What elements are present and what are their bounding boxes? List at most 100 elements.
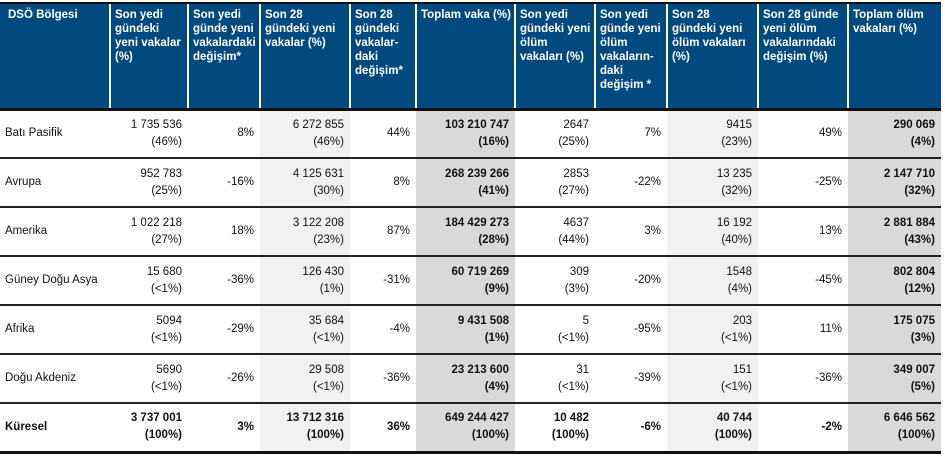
table-cell: 103 210 747 (16%)	[416, 109, 515, 159]
cell-value: 649 244 427	[445, 412, 509, 425]
table-cell: -16%	[188, 158, 260, 208]
table-cell: 29 508 (<1%)	[260, 354, 350, 404]
cell-value: 8%	[237, 127, 254, 140]
cell-value: 151	[732, 363, 752, 376]
table-row: Amerika 1 022 218 (27%) 18% 3 122 208 (23%) 87…	[0, 207, 941, 257]
cell-percent: (1%)	[484, 331, 509, 344]
cell-percent: (<1%)	[151, 380, 182, 393]
table-cell: 1548 (4%)	[667, 256, 758, 306]
table-cell: 31 (<1%)	[515, 354, 595, 404]
table-cell: -22%	[595, 158, 667, 208]
cell-value: 4637	[563, 216, 589, 229]
cell-percent: (4%)	[484, 380, 509, 393]
cell-percent: (100%)	[897, 429, 935, 442]
cell-value: 13 712 316	[286, 412, 344, 425]
table-cell: 268 239 266 (41%)	[416, 158, 515, 208]
cell-value: 3 122 208	[292, 216, 344, 229]
cell-value: -4%	[389, 323, 410, 335]
cell-value: 87%	[386, 225, 410, 237]
table-cell: 15 680 (<1%)	[110, 256, 188, 306]
region-name: Avrupa	[0, 158, 110, 208]
column-header: Toplam ölüm vakaları (%)	[847, 2, 941, 111]
cell-percent: (3%)	[910, 331, 935, 344]
cell-value: 1548	[726, 265, 752, 278]
cell-value: -95%	[634, 323, 661, 335]
column-header: Son 28 günde yeni ölüm vakalarındaki değ…	[757, 2, 848, 111]
table-row: Batı Pasifik 1 735 536 (46%) 8% 6 272 855 (46…	[0, 109, 941, 159]
table-row: Doğu Akdeniz 5690 (<1%) -26% 29 508 (<1%) -36%…	[0, 354, 941, 404]
table-cell: 175 075 (3%)	[848, 305, 941, 355]
cell-percent: (4%)	[910, 135, 935, 148]
cell-percent: (46%)	[313, 135, 344, 148]
cell-value: -29%	[227, 323, 254, 335]
table-cell: 4 125 631 (30%)	[260, 158, 350, 208]
table-cell: -95%	[595, 305, 667, 355]
region-name: Amerika	[0, 207, 110, 257]
cell-percent: (<1%)	[151, 282, 182, 295]
cell-percent: (32%)	[904, 184, 935, 197]
cell-value: 802 804	[893, 265, 935, 278]
cell-value: 15 680	[146, 265, 182, 278]
table-cell: 952 783 (25%)	[110, 158, 188, 208]
cell-value: 29 508	[308, 363, 344, 376]
table-cell: 3%	[595, 207, 667, 257]
table-cell: 1 735 536 (46%)	[110, 109, 188, 159]
cell-value: 4 125 631	[292, 167, 344, 180]
cell-percent: (40%)	[721, 233, 752, 246]
cell-value: 268 239 266	[445, 167, 509, 180]
table-cell: -31%	[350, 256, 416, 306]
cell-percent: (<1%)	[721, 380, 752, 393]
cell-value: -36%	[383, 372, 410, 384]
table-cell: 649 244 427 (100%)	[416, 403, 515, 454]
table-cell: 1 022 218 (27%)	[110, 207, 188, 257]
cell-value: 11%	[819, 323, 842, 335]
cell-percent: (100%)	[471, 429, 509, 442]
table-cell: 3 737 001 (100%)	[110, 403, 188, 454]
table-row: Güney Doğu Asya 15 680 (<1%) -36% 126 430 (1%…	[0, 256, 941, 306]
table-cell: -26%	[188, 354, 260, 404]
cell-value: 36%	[386, 420, 410, 433]
cell-percent: (25%)	[558, 135, 589, 148]
table-cell: 3 122 208 (23%)	[260, 207, 350, 257]
region-name: Doğu Akdeniz	[0, 354, 110, 404]
cell-percent: (5%)	[910, 380, 935, 393]
table-cell: 11%	[758, 305, 848, 355]
cell-value: 290 069	[893, 118, 935, 131]
cell-value: 10 482	[553, 412, 589, 425]
cell-percent: (23%)	[721, 135, 752, 148]
cell-value: 2647	[563, 118, 589, 131]
cell-value: 952 783	[140, 167, 182, 180]
table-cell: -25%	[758, 158, 848, 208]
table-cell: 309 (3%)	[515, 256, 595, 306]
cell-value: 16 192	[716, 216, 752, 229]
cell-value: 1 735 536	[130, 118, 182, 131]
table-cell: 290 069 (4%)	[848, 109, 941, 159]
table-cell: 5094 (<1%)	[110, 305, 188, 355]
cell-value: 2 147 710	[883, 167, 935, 180]
cell-value: 9 431 508	[457, 314, 509, 327]
cell-value: 349 007	[893, 363, 935, 376]
cell-percent: (100%)	[714, 429, 752, 442]
cell-percent: (<1%)	[151, 331, 182, 344]
column-header: Son 28 gündeki yeni ölüm vakaları (%)	[666, 2, 758, 111]
cell-percent: (100%)	[144, 429, 182, 442]
cell-value: 5	[582, 314, 589, 327]
cell-value: 175 075	[893, 314, 935, 327]
table-cell: 2853 (27%)	[515, 158, 595, 208]
table-cell: 203 (<1%)	[667, 305, 758, 355]
cell-value: 9415	[726, 118, 752, 131]
cell-value: 6 272 855	[292, 118, 344, 131]
cell-value: -22%	[634, 176, 661, 188]
cell-value: -45%	[815, 274, 842, 286]
table-cell: 13%	[758, 207, 848, 257]
table-row: Avrupa 952 783 (25%) -16% 4 125 631 (30%) 8% 26…	[0, 158, 941, 208]
cell-value: 44%	[386, 127, 410, 140]
table-cell: -29%	[188, 305, 260, 355]
cell-percent: (<1%)	[313, 380, 344, 393]
cell-value: 5690	[156, 363, 182, 376]
table-cell: -36%	[758, 354, 848, 404]
table-cell: 184 429 273 (28%)	[416, 207, 515, 257]
cell-value: -25%	[815, 176, 842, 188]
column-header: DSÖ Bölgesi	[0, 2, 110, 111]
